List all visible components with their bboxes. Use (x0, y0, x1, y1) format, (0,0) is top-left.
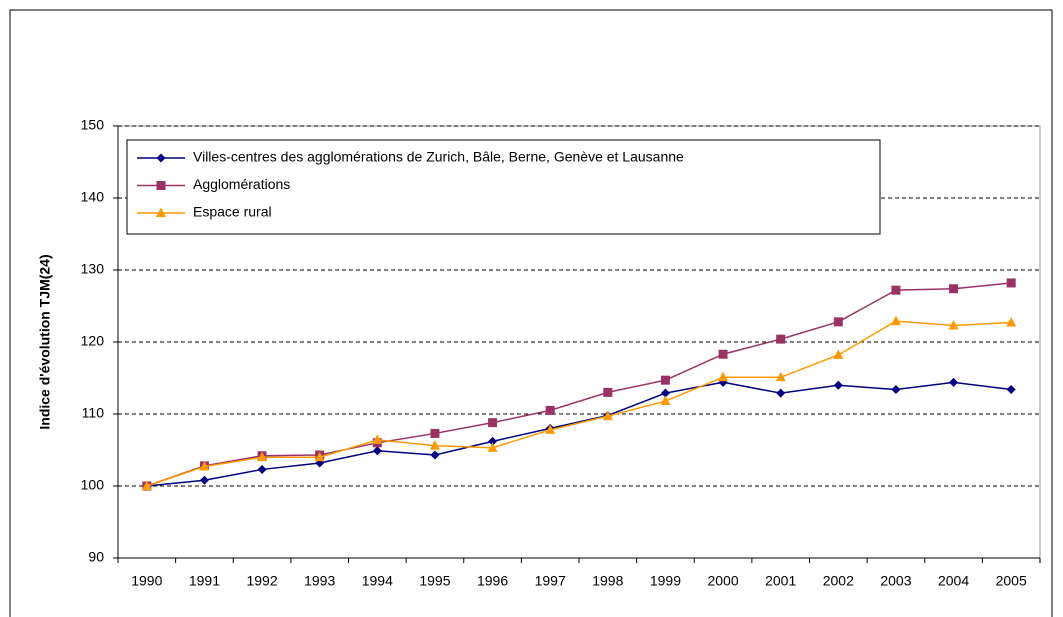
x-tick-label: 1990 (131, 573, 162, 589)
x-tick-label: 2004 (938, 573, 969, 589)
x-tick-label: 2000 (707, 573, 738, 589)
marker (430, 450, 440, 460)
chart-frame (9, 9, 1053, 617)
marker (545, 424, 556, 434)
y-tick-label: 140 (81, 189, 105, 205)
marker (1006, 385, 1016, 395)
marker (1006, 278, 1016, 288)
x-tick-label: 1992 (246, 573, 277, 589)
x-tick-label: 1996 (477, 573, 508, 589)
marker (314, 451, 325, 462)
series-line (146, 381, 1012, 487)
marker (487, 442, 498, 452)
x-tick-label: 1997 (535, 573, 566, 589)
x-tick-label: 2001 (765, 573, 796, 589)
y-tick-label: 110 (82, 405, 105, 421)
marker (833, 380, 843, 390)
marker (199, 475, 209, 485)
marker (949, 377, 959, 387)
x-tick-label: 1991 (189, 573, 220, 589)
marker (602, 410, 613, 421)
marker (948, 319, 959, 330)
marker (488, 418, 498, 428)
series-line (146, 320, 1012, 487)
marker (372, 434, 383, 444)
marker (833, 317, 843, 327)
x-tick-label: 1994 (362, 573, 393, 589)
marker (660, 395, 671, 406)
marker (430, 428, 440, 438)
x-tick-label: 2005 (996, 573, 1027, 589)
marker (257, 451, 268, 462)
marker (833, 349, 844, 359)
marker (257, 464, 267, 474)
x-tick-label: 1993 (304, 573, 335, 589)
marker (545, 405, 555, 415)
y-tick-label: 90 (88, 549, 104, 565)
marker (890, 315, 901, 326)
y-axis-label: Indice d'évolution TJM(24) (37, 254, 53, 429)
x-tick-label: 1998 (592, 573, 623, 589)
marker (1006, 317, 1017, 327)
marker (156, 153, 166, 163)
marker (488, 436, 498, 446)
marker (891, 385, 901, 395)
marker (156, 207, 166, 217)
marker (718, 349, 728, 359)
marker (429, 440, 440, 450)
x-tick-label: 2002 (823, 573, 854, 589)
marker (199, 461, 210, 471)
legend-box (126, 139, 881, 235)
legend-label: Agglomérations (193, 176, 290, 192)
x-tick-label: 1995 (419, 573, 450, 589)
x-tick-label: 1999 (650, 573, 681, 589)
y-tick-label: 120 (81, 333, 105, 349)
marker (775, 371, 786, 382)
marker (603, 387, 613, 397)
marker (660, 375, 670, 385)
y-tick-label: 100 (81, 477, 105, 493)
legend-label: Espace rural (193, 204, 272, 220)
marker (718, 371, 729, 382)
marker (660, 388, 670, 398)
legend-label: Villes-centres des agglomérations de Zur… (193, 149, 684, 165)
marker (372, 446, 382, 456)
marker (776, 334, 786, 344)
marker (776, 388, 786, 398)
marker (156, 181, 166, 190)
series-line (146, 282, 1012, 487)
marker (891, 285, 901, 295)
y-tick-label: 130 (81, 261, 105, 277)
marker (949, 284, 959, 294)
x-tick-label: 2003 (880, 573, 911, 589)
y-tick-label: 150 (81, 117, 105, 133)
marker (141, 480, 152, 490)
